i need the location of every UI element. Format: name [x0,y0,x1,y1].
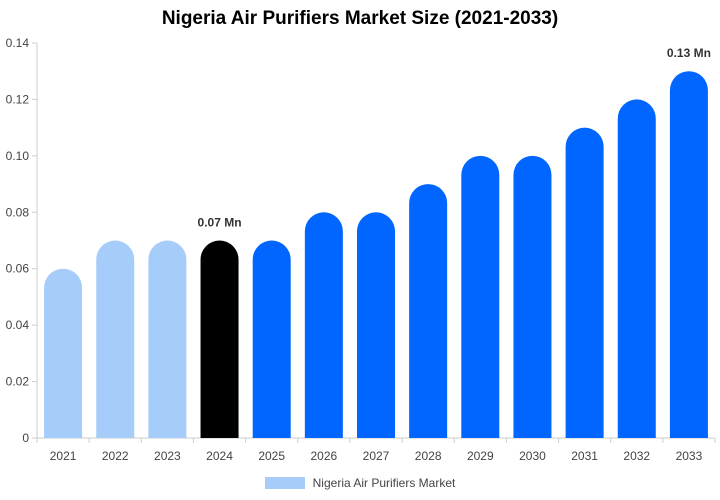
bar-2029[interactable] [461,155,500,438]
data-label-2033: 0.13 Mn [667,46,711,60]
x-tick-label-2028: 2028 [415,449,442,463]
bar-2030[interactable] [513,155,552,438]
x-tick-label-2033: 2033 [676,449,703,463]
x-tick-label-2027: 2027 [363,449,390,463]
bar-2026[interactable] [304,212,343,438]
legend[interactable]: Nigeria Air Purifiers Market [0,476,720,490]
bar-2023[interactable] [148,240,187,438]
bar-2031[interactable] [565,127,604,438]
bar-2024[interactable] [200,240,239,439]
x-tick-label-2031: 2031 [571,449,598,463]
x-tick-label-2023: 2023 [154,449,181,463]
bar-2032[interactable] [617,99,656,438]
data-labels: 0.07 Mn 0.13 Mn [198,46,711,229]
y-axis: 0 0.02 0.04 0.06 0.08 0.10 0.12 0.14 [6,36,38,445]
x-tick-label-2022: 2022 [102,449,129,463]
y-tick-label: 0.10 [6,149,30,163]
bar-2022[interactable] [96,240,135,439]
x-axis: 2021 2022 2023 2024 2025 2026 2027 2028 2029 2030… [36,437,716,463]
x-tick-label-2029: 2029 [467,449,494,463]
data-label-2024: 0.07 Mn [198,216,242,230]
bar-2033[interactable] [669,71,708,438]
x-tick-label-2024: 2024 [206,449,233,463]
chart-title: Nigeria Air Purifiers Market Size (2021-… [161,8,559,29]
y-tick-label: 0.04 [6,318,30,332]
legend-label: Nigeria Air Purifiers Market [312,476,456,490]
x-tick-label-2021: 2021 [50,449,77,463]
y-tick-label: 0.08 [6,205,30,219]
x-tick-label-2025: 2025 [258,449,285,463]
x-tick-label-2032: 2032 [623,449,650,463]
bar-2021[interactable] [44,268,83,438]
y-tick-label: 0 [22,431,29,445]
y-tick-label: 0.14 [6,36,30,50]
bar-2028[interactable] [409,184,448,438]
y-tick-label: 0.02 [6,375,30,389]
bars [44,71,708,438]
x-tick-label-2026: 2026 [310,449,337,463]
bar-2025[interactable] [252,240,291,439]
y-tick-label: 0.06 [6,262,30,276]
x-tick-label-2030: 2030 [519,449,546,463]
y-tick-label: 0.12 [6,92,30,106]
legend-swatch [264,477,305,489]
bar-2027[interactable] [357,212,395,438]
